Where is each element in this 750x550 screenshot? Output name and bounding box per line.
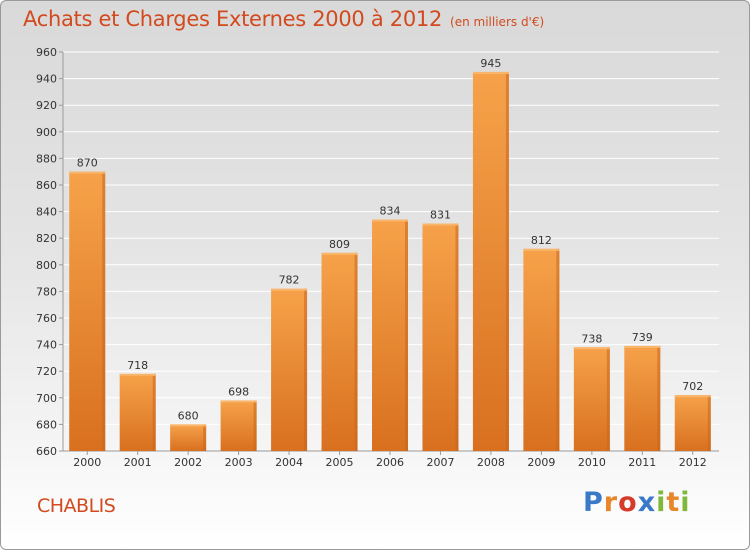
data-label: 718 [127, 359, 148, 372]
x-tick-label: 2009 [527, 456, 555, 469]
x-tick-label: 2001 [124, 456, 152, 469]
data-label: 812 [531, 234, 552, 247]
y-tick-label: 780 [36, 285, 57, 298]
bar-2002 [170, 424, 207, 451]
chart-title: Achats et Charges Externes 2000 à 2012 (e… [23, 7, 544, 31]
y-tick-label: 900 [36, 126, 57, 139]
data-label: 738 [581, 332, 602, 345]
data-label: 870 [77, 157, 98, 170]
y-tick-label: 960 [36, 46, 57, 59]
proxiti-logo: Proxiti [583, 487, 691, 518]
y-tick-label: 860 [36, 179, 57, 192]
bar-highlight [523, 248, 560, 251]
chart-title-text: Achats et Charges Externes 2000 à 2012 [23, 7, 443, 31]
y-tick-label: 740 [36, 339, 57, 352]
bar-2010 [573, 347, 610, 451]
data-label: 809 [329, 238, 350, 251]
bar-highlight [573, 347, 610, 350]
y-tick-label: 720 [36, 365, 57, 378]
commune-name: CHABLIS [37, 495, 116, 517]
y-tick-label: 700 [36, 392, 57, 405]
data-label: 945 [480, 57, 501, 70]
y-tick-label: 940 [36, 73, 57, 86]
y-tick-label: 840 [36, 206, 57, 219]
bar-highlight [624, 345, 661, 348]
data-label: 698 [228, 385, 249, 398]
bar-2008 [472, 71, 509, 451]
bar-2012 [674, 395, 711, 451]
bar-2011 [624, 345, 661, 451]
bar-highlight [119, 373, 156, 376]
bar-highlight [674, 395, 711, 398]
bar-2004 [271, 288, 308, 451]
bar-highlight [422, 223, 459, 226]
bar-highlight [220, 400, 257, 403]
data-label: 739 [632, 331, 653, 344]
x-tick-label: 2004 [275, 456, 303, 469]
x-tick-label: 2006 [376, 456, 404, 469]
y-tick-label: 680 [36, 418, 57, 431]
x-tick-label: 2012 [679, 456, 707, 469]
bar-2007 [422, 223, 459, 451]
bar-highlight [321, 252, 358, 255]
chart-unit: (en milliers d'€) [450, 15, 545, 29]
x-tick-label: 2000 [73, 456, 101, 469]
bar-shade [304, 288, 308, 451]
bar-highlight [69, 171, 106, 174]
data-label: 782 [279, 274, 300, 287]
bar-shade [203, 424, 207, 451]
bar-shade [455, 223, 459, 451]
bar-2005 [321, 252, 358, 451]
data-label: 702 [682, 380, 703, 393]
data-label: 831 [430, 209, 451, 222]
bar-shade [505, 71, 509, 451]
data-labels: 870 718 680 698 782 809 834 831 945 812 738 739 702 [77, 57, 704, 422]
x-tick-label: 2011 [628, 456, 656, 469]
bar-shade [405, 219, 408, 451]
x-tick-label: 2005 [326, 456, 354, 469]
y-tick-label: 820 [36, 232, 57, 245]
data-label: 834 [380, 205, 401, 218]
bars [69, 71, 711, 451]
y-tick-label: 800 [36, 259, 57, 272]
y-tick-label: 920 [36, 99, 57, 112]
x-tick-label: 2003 [225, 456, 253, 469]
bar-highlight [372, 219, 408, 222]
bar-2006 [372, 219, 408, 451]
bar-shade [354, 252, 358, 451]
bar-shade [152, 373, 156, 451]
bar-shade [606, 347, 610, 451]
y-tick-label: 660 [36, 445, 57, 458]
x-tick-label: 2002 [174, 456, 202, 469]
bar-shade [657, 345, 661, 451]
axes: 660 680 700 720 740 760 780 800 820 840 860 880 900 9… [36, 46, 719, 469]
bar-shade [556, 248, 560, 451]
bar-shade [102, 171, 106, 451]
x-tick-label: 2008 [477, 456, 505, 469]
bar-2003 [220, 400, 257, 451]
data-label: 680 [178, 409, 199, 422]
x-tick-label: 2010 [578, 456, 606, 469]
y-tick-label: 760 [36, 312, 57, 325]
bar-2009 [523, 248, 560, 451]
bar-shade [707, 395, 711, 451]
bar-highlight [472, 71, 509, 74]
bar-highlight [271, 288, 308, 291]
bar-highlight [170, 424, 207, 427]
bar-2001 [119, 373, 156, 451]
x-tick-label: 2007 [426, 456, 454, 469]
bar-2000 [69, 171, 106, 451]
y-tick-label: 880 [36, 152, 57, 165]
bar-shade [253, 400, 257, 451]
